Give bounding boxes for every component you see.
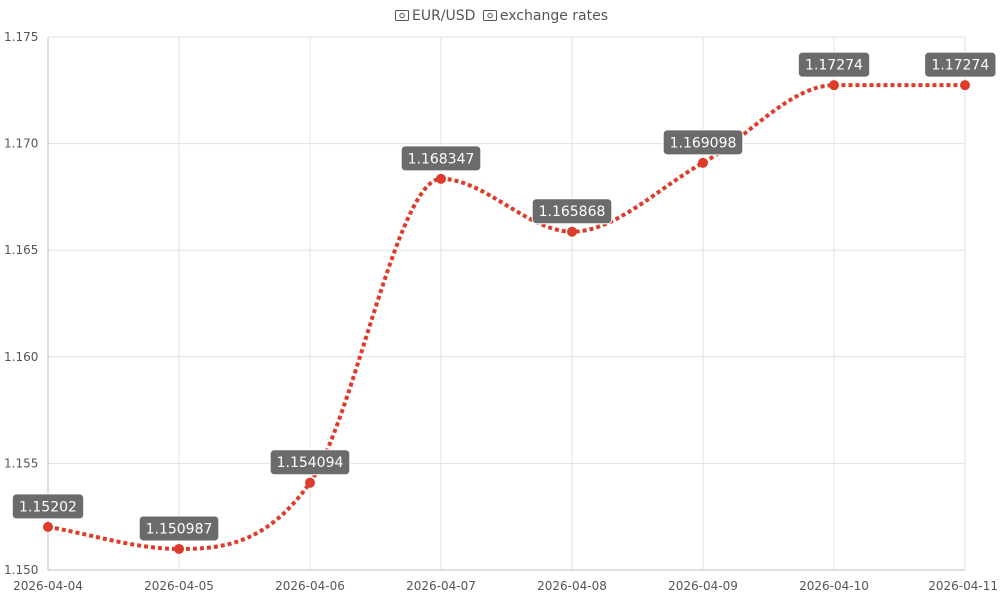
- data-label-box: [797, 51, 871, 78]
- data-label-text: 1.150987: [146, 521, 213, 537]
- x-tick-label: 2026-04-08: [537, 579, 607, 593]
- data-label: 1.17274: [797, 51, 871, 78]
- data-label-box: [400, 145, 482, 172]
- data-point[interactable]: [698, 157, 708, 168]
- data-label-box: [531, 198, 613, 225]
- axis-layer: 1.150 1.155 1.160 1.165 1.170 1.175 2026-04-04…: [4, 30, 998, 593]
- data-label: 1.154094: [269, 449, 351, 476]
- data-point[interactable]: [960, 80, 970, 91]
- y-tick-label: 1.160: [4, 350, 38, 364]
- series-line: [47, 83, 965, 551]
- data-label: 1.168347: [400, 145, 482, 172]
- data-point[interactable]: [567, 226, 577, 237]
- x-tick-label: 2026-04-04: [13, 579, 83, 593]
- data-label-box: [662, 129, 744, 156]
- data-label-box: [924, 51, 997, 78]
- chart-title-pair: EUR/USD: [411, 8, 476, 24]
- y-tick-label: 1.170: [4, 137, 38, 151]
- data-label-text: 1.17274: [931, 58, 989, 74]
- x-tick-label: 2026-04-09: [668, 579, 738, 593]
- x-tick-label: 2026-04-07: [406, 579, 476, 593]
- x-tick-label: 2026-04-05: [144, 579, 214, 593]
- chart-title: EUR/USD exchange rates: [0, 8, 1000, 24]
- y-tick-label: 1.155: [4, 456, 38, 470]
- series-line-layer: [47, 83, 965, 551]
- data-label: 1.17274: [924, 51, 997, 78]
- data-label-text: 1.168347: [408, 151, 475, 167]
- data-label: 1.165868: [531, 198, 613, 225]
- banknote-icon: [394, 10, 409, 21]
- data-label: 1.150987: [138, 515, 220, 542]
- data-label: 1.169098: [662, 129, 744, 156]
- data-label-text: 1.154094: [277, 455, 344, 471]
- grid-layer: [47, 36, 966, 571]
- banknote-icon: [482, 10, 497, 21]
- y-tick-label: 1.175: [4, 30, 38, 44]
- data-point[interactable]: [305, 477, 315, 488]
- data-point-layer: [43, 80, 970, 554]
- data-point[interactable]: [436, 173, 446, 184]
- data-point[interactable]: [829, 80, 839, 91]
- data-label-layer: 1.15202 1.150987 1.154094 1.168347 1.165868 1…: [11, 51, 997, 542]
- data-label-text: 1.17274: [805, 58, 863, 74]
- x-tick-label: 2026-04-06: [275, 579, 345, 593]
- data-label-text: 1.15202: [19, 499, 77, 515]
- data-point[interactable]: [43, 521, 53, 532]
- y-tick-label: 1.165: [4, 243, 38, 257]
- data-label-text: 1.165868: [539, 204, 606, 220]
- x-tick-label: 2026-04-10: [799, 579, 869, 593]
- data-label: 1.15202: [11, 493, 85, 520]
- data-label-box: [269, 449, 351, 476]
- data-point[interactable]: [174, 543, 184, 554]
- chart-title-suffix: exchange rates: [499, 8, 609, 24]
- data-label-text: 1.169098: [670, 135, 737, 151]
- data-label-box: [11, 493, 85, 520]
- y-tick-label: 1.150: [4, 563, 38, 577]
- data-label-box: [138, 515, 220, 542]
- x-tick-label: 2026-04-11: [928, 579, 998, 593]
